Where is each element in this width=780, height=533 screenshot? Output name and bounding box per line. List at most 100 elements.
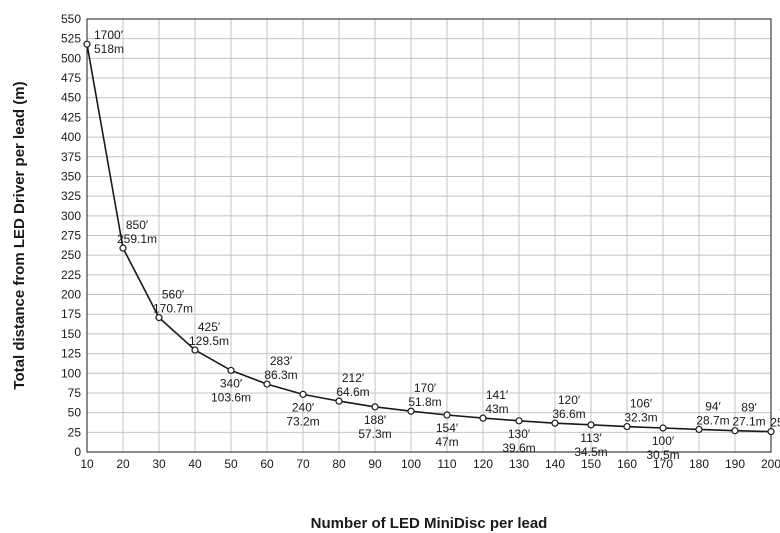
x-tick-label: 40	[188, 457, 202, 471]
x-tick-label: 10	[80, 457, 94, 471]
series-line	[86, 44, 772, 433]
x-tick-label: 170	[653, 457, 673, 471]
y-axis-ticks: 0 25 50 75 100 125 150 175 200 225 250 275 300 325 350…	[61, 12, 81, 459]
data-points	[83, 40, 775, 436]
data-label-meters: 43m	[485, 402, 508, 416]
data-label-feet: 130′	[508, 427, 531, 441]
data-point	[551, 419, 559, 427]
y-tick-label: 175	[61, 307, 81, 321]
data-label-meters: 518m	[94, 42, 124, 56]
x-axis-ticks: 10 20 30 40 50 60 70 80 90 100 110 120 130 140 150 160 1…	[80, 457, 780, 471]
x-tick-label: 60	[260, 457, 274, 471]
y-tick-label: 275	[61, 229, 81, 243]
data-point	[623, 422, 631, 431]
data-label-meters: 73.2m	[286, 414, 319, 428]
x-tick-label: 190	[725, 457, 745, 471]
x-axis-title: Number of LED MiniDisc per lead	[311, 515, 548, 532]
data-label-feet: 240′	[292, 400, 315, 414]
data-point	[515, 417, 523, 425]
data-point	[227, 366, 235, 375]
x-tick-label: 20	[116, 457, 130, 471]
data-label-feet: 170′	[414, 381, 437, 395]
data-point	[587, 421, 595, 429]
data-point	[767, 428, 775, 436]
data-label-meters: 129.5m	[189, 334, 229, 348]
data-label-feet: 120′	[558, 393, 581, 407]
data-label-meters: 64.6m	[336, 385, 369, 399]
y-tick-label: 225	[61, 268, 81, 282]
x-tick-label: 140	[545, 457, 565, 471]
y-tick-label: 50	[68, 406, 82, 420]
plot-frame	[86, 18, 772, 453]
data-label-meters: 259.1m	[117, 232, 157, 246]
data-point	[335, 397, 343, 405]
data-point	[155, 314, 163, 322]
data-label-meters: 39.6m	[502, 441, 535, 455]
x-tick-label: 120	[473, 457, 493, 471]
x-tick-label: 80	[332, 457, 346, 471]
y-tick-label: 250	[61, 248, 81, 262]
y-tick-label: 550	[61, 12, 81, 26]
y-tick-label: 500	[61, 51, 81, 65]
y-tick-label: 450	[61, 91, 81, 105]
data-label-meters: 25.9m	[770, 416, 780, 430]
data-point	[407, 407, 415, 415]
data-label-feet: 106′	[630, 397, 653, 411]
data-label-meters: 51.8m	[408, 395, 441, 409]
data-point	[731, 427, 739, 435]
data-label-feet: 212′	[342, 371, 365, 385]
data-label-feet: 1700′	[94, 28, 124, 42]
y-tick-label: 325	[61, 189, 81, 203]
x-tick-label: 200	[761, 457, 780, 471]
data-label-meters: 34.5m	[574, 445, 607, 459]
data-label-feet: 154′	[436, 421, 459, 435]
data-label-feet: 89′	[741, 401, 757, 415]
y-tick-label: 300	[61, 209, 81, 223]
y-tick-label: 125	[61, 347, 81, 361]
data-point	[83, 40, 91, 48]
data-label-meters: 27.1m	[732, 415, 765, 429]
data-label-feet: 100′	[652, 434, 675, 448]
y-tick-label: 100	[61, 366, 81, 380]
x-tick-label: 110	[437, 457, 456, 471]
data-label-meters: 28.7m	[696, 413, 729, 427]
y-tick-label: 350	[61, 169, 81, 183]
x-tick-label: 50	[224, 457, 238, 471]
data-point	[191, 346, 199, 354]
data-label-feet: 425′	[198, 320, 221, 334]
data-label-feet: 113′	[580, 431, 602, 445]
data-label-feet: 94′	[705, 399, 721, 413]
data-label-meters: 170.7m	[153, 302, 193, 316]
y-axis-title: Total distance from LED Driver per lead …	[11, 81, 28, 389]
y-tick-label: 150	[61, 327, 81, 341]
y-tick-label: 425	[61, 110, 81, 124]
x-tick-label: 90	[368, 457, 382, 471]
data-label-meters: 32.3m	[624, 411, 657, 425]
y-tick-label: 25	[68, 425, 82, 439]
data-point	[479, 414, 487, 422]
data-label-meters: 103.6m	[211, 390, 251, 404]
y-tick-label: 75	[68, 386, 82, 400]
y-tick-label: 0	[74, 445, 81, 459]
y-tick-label: 200	[61, 288, 81, 302]
x-tick-label: 160	[617, 457, 637, 471]
data-label-meters: 57.3m	[358, 427, 391, 441]
x-tick-label: 30	[152, 457, 166, 471]
data-label-feet: 141′	[486, 388, 509, 402]
data-label-feet: 340′	[220, 376, 243, 390]
x-tick-label: 70	[296, 457, 310, 471]
data-label-feet: 560′	[162, 288, 185, 302]
data-point	[263, 380, 271, 388]
data-point	[371, 403, 379, 411]
y-tick-label: 375	[61, 150, 81, 164]
data-label-meters: 30.5m	[646, 448, 679, 462]
x-tick-label: 130	[509, 457, 529, 471]
data-labels: 1700′518m 850′259.1m 560′170.7m 425′129.5m 3…	[94, 28, 780, 462]
data-point	[659, 424, 667, 432]
data-label-feet: 850′	[126, 218, 149, 232]
y-tick-label: 400	[61, 130, 81, 144]
x-tick-label: 150	[581, 457, 601, 471]
data-label-feet: 283′	[270, 354, 293, 368]
data-point	[299, 390, 307, 398]
x-tick-label: 100	[401, 457, 421, 471]
